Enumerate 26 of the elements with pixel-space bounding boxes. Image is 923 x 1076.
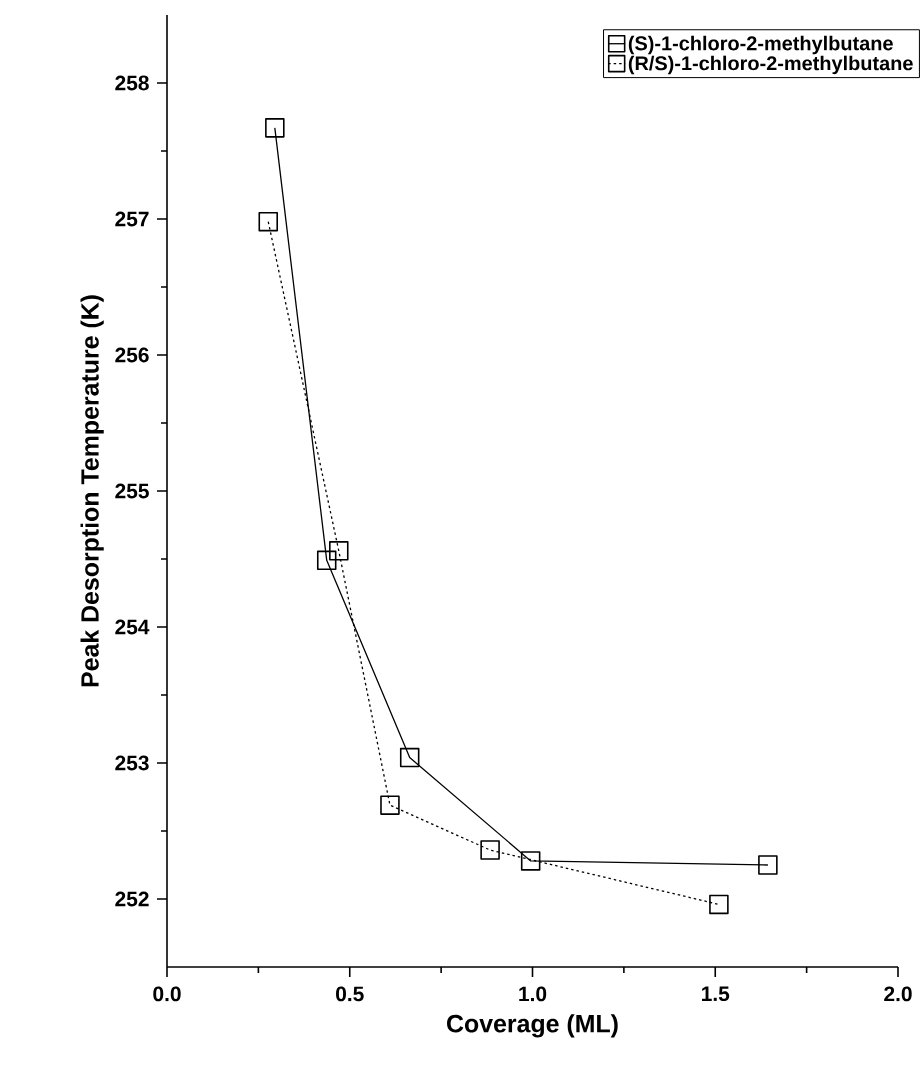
x-tick-label: 2.0 — [884, 986, 912, 1002]
point — [399, 747, 420, 768]
x-tick-label: 0.0 — [153, 986, 181, 1002]
y-tick-label: 255 — [115, 483, 149, 499]
legend-label: (S)-1-chloro-2-methylbutane — [628, 35, 893, 55]
x-axis-title: Coverage (ML) — [447, 1014, 618, 1038]
point — [329, 541, 349, 561]
point — [380, 795, 400, 815]
y-tick-label: 257 — [115, 211, 149, 227]
y-tick-label: 252 — [115, 891, 149, 907]
x-tick-label: 1.0 — [519, 986, 547, 1002]
x-tick-label: 1.5 — [702, 986, 730, 1002]
y-tick-label: 254 — [115, 619, 150, 635]
legend-label: (R/S)-1-chloro-2-methylbutane — [628, 55, 913, 75]
x-tick-label: 0.5 — [336, 986, 364, 1002]
y-tick-label: 258 — [115, 75, 149, 91]
point — [758, 855, 778, 875]
point — [709, 894, 729, 915]
y-tick-label: 256 — [115, 347, 149, 363]
point — [265, 118, 285, 138]
point — [316, 550, 337, 571]
y-tick-label: 253 — [115, 755, 149, 771]
point — [480, 840, 500, 860]
y-axis-title: Peak Desorption Temperature (K) — [80, 295, 104, 687]
point — [258, 211, 279, 232]
point — [520, 851, 541, 871]
